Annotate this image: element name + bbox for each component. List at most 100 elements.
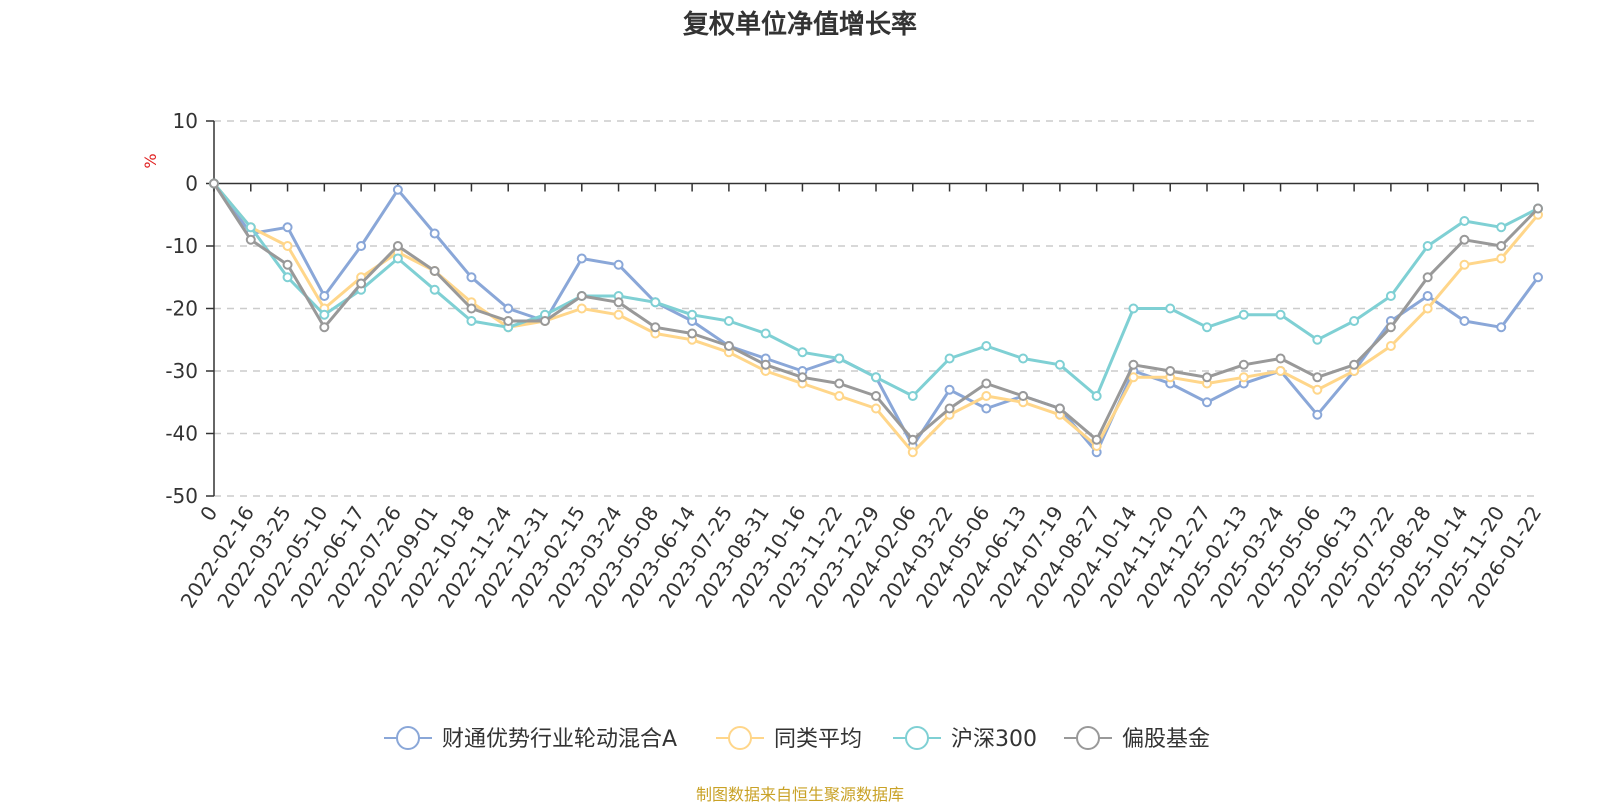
- data-point: [981, 378, 992, 389]
- legend: 财通优势行业轮动混合A 同类平均 沪深300 偏股基金: [384, 726, 1210, 752]
- data-point: [1312, 372, 1323, 383]
- data-point: [1128, 359, 1139, 370]
- data-point: [1054, 359, 1065, 370]
- data-point: [1533, 272, 1543, 283]
- data-point: [907, 391, 918, 401]
- data-point: [1238, 372, 1249, 383]
- data-point: [429, 266, 440, 276]
- data-point: [1238, 359, 1249, 370]
- legend-item-label[interactable]: 财通优势行业轮动混合A: [442, 727, 677, 752]
- data-point: [319, 291, 330, 301]
- data-point: [1459, 234, 1470, 245]
- y-tick-label: 10: [173, 109, 198, 133]
- legend-marker[interactable]: [728, 726, 752, 750]
- data-point: [1422, 291, 1433, 301]
- data-point: [687, 328, 698, 339]
- data-point: [760, 328, 771, 339]
- x-tick-label: 0: [195, 502, 222, 526]
- data-point: [1385, 341, 1396, 351]
- data-point: [209, 178, 219, 189]
- data-point: [613, 309, 624, 320]
- data-point: [1202, 397, 1212, 408]
- data-point: [1422, 241, 1433, 251]
- data-point: [392, 253, 403, 264]
- data-point: [1202, 372, 1212, 383]
- data-point: [723, 316, 734, 326]
- legend-marker[interactable]: [396, 726, 420, 750]
- data-point: [429, 228, 440, 239]
- y-tick-label: -10: [165, 234, 198, 258]
- data-point: [981, 391, 992, 401]
- data-point: [1165, 366, 1176, 376]
- legend-item-label[interactable]: 偏股基金: [1122, 727, 1210, 752]
- data-point: [1018, 353, 1029, 364]
- data-point: [650, 322, 661, 333]
- data-point: [429, 284, 440, 295]
- data-point: [981, 341, 992, 351]
- y-tick-label: -50: [165, 484, 198, 508]
- data-point: [871, 391, 881, 401]
- y-tick-label: -20: [165, 297, 198, 321]
- data-point: [834, 378, 845, 389]
- data-point: [392, 184, 403, 195]
- data-point: [944, 403, 955, 414]
- data-point: [1165, 303, 1176, 314]
- data-point: [834, 353, 845, 364]
- chart-title: 复权单位净值增长率: [682, 10, 917, 40]
- data-point: [871, 403, 881, 414]
- data-point: [1496, 241, 1507, 251]
- data-source-note: 制图数据来自恒生聚源数据库: [695, 785, 904, 804]
- data-point: [245, 222, 256, 233]
- data-point: [356, 241, 367, 251]
- data-point: [613, 297, 624, 308]
- data-point: [466, 303, 477, 314]
- data-point: [282, 241, 293, 251]
- y-tick-label: -40: [165, 422, 198, 446]
- data-point: [245, 234, 256, 245]
- data-point: [1128, 372, 1139, 383]
- data-point: [1496, 253, 1507, 264]
- data-point: [576, 291, 587, 301]
- series-line-2: [212, 182, 1539, 398]
- data-point: [1459, 316, 1470, 326]
- data-point: [944, 384, 955, 395]
- data-point: [834, 391, 845, 401]
- data-point: [319, 309, 330, 320]
- legend-marker[interactable]: [1076, 726, 1100, 750]
- data-point: [1349, 316, 1360, 326]
- series-lines: [209, 178, 1543, 458]
- data-point: [1275, 309, 1286, 320]
- data-point: [907, 447, 918, 458]
- data-point: [282, 259, 293, 270]
- data-point: [1238, 309, 1249, 320]
- data-point: [1422, 303, 1433, 314]
- data-point: [687, 309, 698, 320]
- data-point: [1422, 272, 1433, 283]
- series-line-3: [212, 182, 1540, 442]
- data-point: [1202, 322, 1212, 333]
- data-point: [1496, 222, 1507, 233]
- data-point: [797, 372, 808, 383]
- y-axis-unit-label: %: [141, 153, 160, 168]
- data-point: [392, 241, 403, 251]
- data-point: [944, 353, 955, 364]
- y-tick-label: -30: [165, 359, 198, 383]
- data-point: [613, 259, 624, 270]
- data-point: [1349, 359, 1360, 370]
- data-point: [760, 359, 771, 370]
- data-point: [319, 322, 330, 333]
- y-tick-label: 0: [185, 172, 198, 196]
- legend-item-label[interactable]: 同类平均: [774, 727, 862, 752]
- data-point: [503, 303, 514, 314]
- data-point: [576, 253, 587, 264]
- data-point: [1459, 259, 1470, 270]
- legend-item-label[interactable]: 沪深300: [951, 727, 1037, 752]
- legend-marker[interactable]: [905, 726, 929, 750]
- data-point: [797, 347, 808, 358]
- data-point: [1312, 334, 1323, 345]
- data-point: [1275, 353, 1286, 364]
- data-point: [576, 303, 587, 314]
- data-point: [1459, 216, 1470, 226]
- data-point: [1054, 403, 1065, 414]
